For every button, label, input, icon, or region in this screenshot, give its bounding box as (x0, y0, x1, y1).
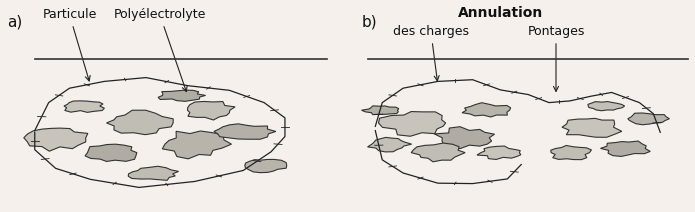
Polygon shape (163, 131, 231, 159)
Polygon shape (588, 102, 625, 111)
Text: Annulation: Annulation (458, 6, 543, 20)
Text: a): a) (7, 15, 22, 30)
Polygon shape (562, 118, 622, 137)
Polygon shape (379, 112, 445, 136)
Polygon shape (106, 110, 173, 135)
Polygon shape (188, 102, 235, 120)
Polygon shape (368, 137, 411, 152)
Polygon shape (85, 144, 137, 162)
Polygon shape (129, 166, 179, 180)
Text: Polyélectrolyte: Polyélectrolyte (114, 8, 206, 92)
Text: Pontages: Pontages (528, 25, 584, 91)
Polygon shape (245, 159, 287, 173)
Polygon shape (214, 124, 276, 139)
Polygon shape (24, 128, 88, 151)
Polygon shape (411, 143, 465, 162)
Text: Particule: Particule (42, 8, 97, 81)
Polygon shape (600, 141, 651, 156)
Polygon shape (628, 113, 669, 125)
Text: des charges: des charges (393, 25, 469, 81)
Polygon shape (158, 90, 206, 101)
Polygon shape (477, 146, 521, 159)
Polygon shape (434, 127, 495, 149)
Polygon shape (550, 145, 591, 160)
Polygon shape (64, 101, 104, 112)
Polygon shape (462, 103, 511, 117)
Polygon shape (361, 106, 399, 115)
Text: b): b) (361, 15, 377, 30)
